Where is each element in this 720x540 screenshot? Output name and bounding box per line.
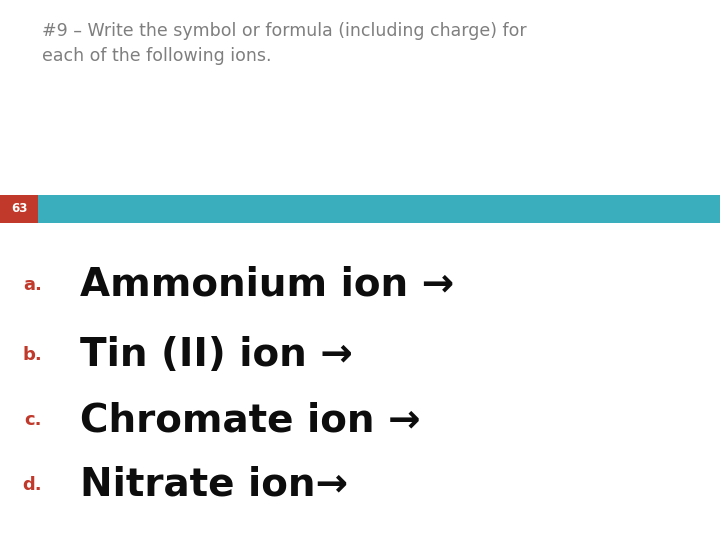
Text: c.: c. (24, 411, 42, 429)
Text: d.: d. (22, 476, 42, 494)
Text: a.: a. (23, 276, 42, 294)
Text: Chromate ion →: Chromate ion → (80, 401, 420, 439)
Text: Tin (II) ion →: Tin (II) ion → (80, 336, 353, 374)
Bar (0, 195, 720, 223)
Text: Nitrate ion→: Nitrate ion→ (80, 466, 348, 504)
Text: Ammonium ion →: Ammonium ion → (80, 266, 454, 304)
Text: 63: 63 (11, 202, 27, 215)
Text: b.: b. (22, 346, 42, 364)
Text: #9 – Write the symbol or formula (including charge) for
each of the following io: #9 – Write the symbol or formula (includ… (42, 22, 526, 65)
Bar (0, 195, 38, 223)
